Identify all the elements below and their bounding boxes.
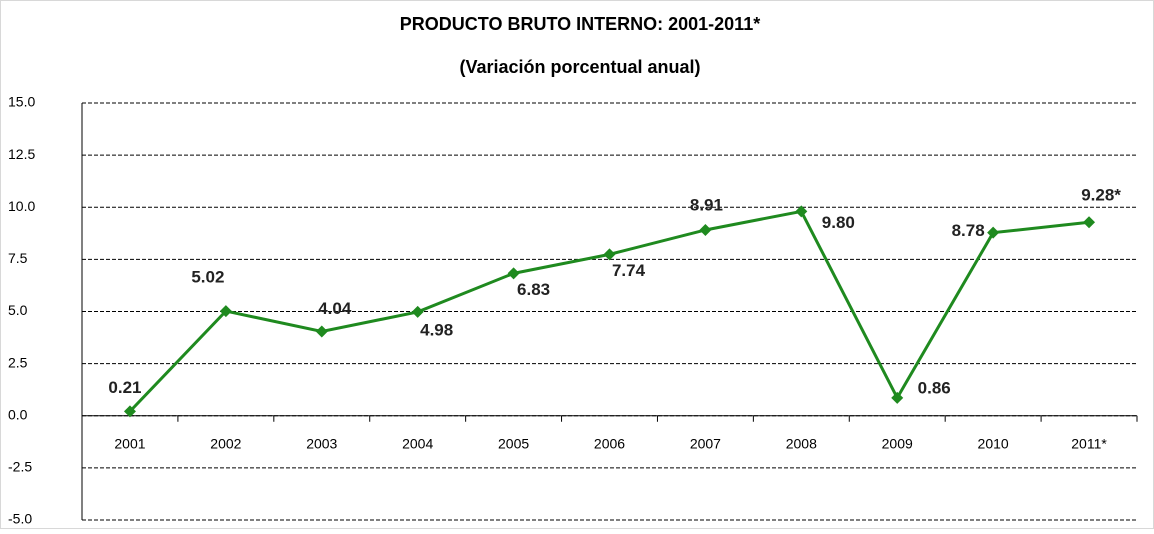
y-tick-label: 10.0	[8, 198, 35, 214]
point	[507, 267, 520, 280]
point	[891, 391, 904, 404]
value-label: 8.78	[952, 221, 985, 240]
point	[699, 223, 712, 236]
y-tick-label: 15.0	[8, 94, 35, 110]
x-tick-label: 2001	[114, 435, 145, 451]
point	[315, 325, 328, 338]
y-tick-label: 7.5	[8, 250, 28, 266]
y-tick-label: 2.5	[8, 354, 28, 370]
value-label: 9.28*	[1081, 186, 1121, 205]
x-tick-label: 2003	[306, 435, 337, 451]
value-label: 4.04	[318, 299, 352, 318]
chart-title: PRODUCTO BRUTO INTERNO: 2001-2011*	[400, 14, 760, 34]
point	[987, 226, 1000, 239]
x-tick-label: 2005	[498, 435, 529, 451]
value-label: 9.80	[822, 213, 855, 232]
y-tick-label: 12.5	[8, 146, 35, 162]
x-tick-label: 2007	[690, 435, 721, 451]
x-tick-label: 2009	[882, 435, 913, 451]
value-label: 7.74	[612, 261, 646, 280]
point	[795, 205, 808, 218]
value-label: 6.83	[517, 280, 550, 299]
x-tick-label: 2004	[402, 435, 433, 451]
chart-subtitle: (Variación porcentual anual)	[459, 57, 700, 77]
value-label: 0.21	[108, 378, 141, 397]
y-tick-label: 5.0	[8, 302, 28, 318]
value-label: 0.86	[918, 378, 951, 397]
value-label: 8.91	[690, 195, 723, 214]
y-tick-label: -2.5	[8, 459, 32, 475]
point	[411, 305, 424, 318]
y-tick-label: 0.0	[8, 406, 28, 422]
x-tick-label: 2011*	[1071, 435, 1107, 451]
x-tick-label: 2006	[594, 435, 625, 451]
x-tick-label: 2010	[978, 435, 1009, 451]
point	[123, 405, 136, 418]
x-tick-label: 2008	[786, 435, 817, 451]
x-tick-label: 2002	[210, 435, 241, 451]
value-label: 4.98	[420, 320, 453, 339]
y-tick-label: -5.0	[8, 511, 32, 527]
value-label: 5.02	[191, 268, 224, 287]
point	[603, 248, 616, 261]
point	[219, 305, 232, 318]
point	[1083, 216, 1096, 229]
